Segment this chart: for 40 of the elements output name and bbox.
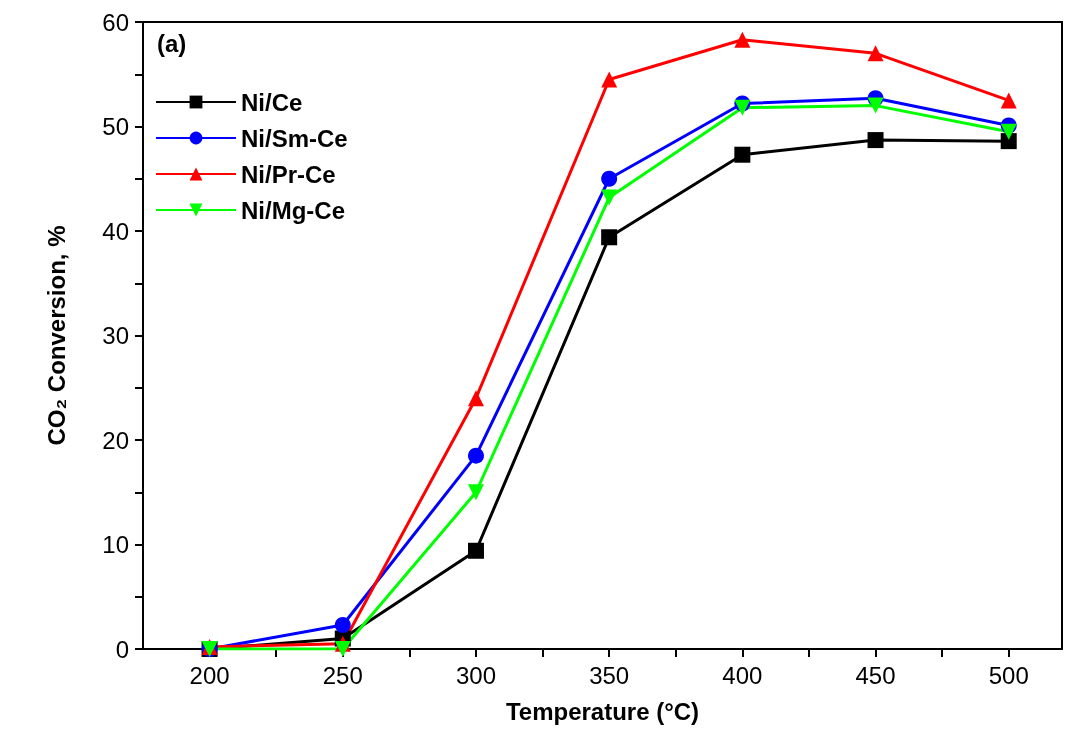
x-tick-label: 400 <box>722 661 763 689</box>
point <box>601 170 618 187</box>
x-tick-label: 200 <box>189 661 230 689</box>
x-tick-label: 350 <box>589 661 630 689</box>
y-tick-label: 40 <box>102 217 129 245</box>
point <box>601 229 618 246</box>
point <box>467 484 484 501</box>
point <box>867 97 884 114</box>
legend-label: Ni/Pr-Ce <box>241 160 336 188</box>
point <box>467 542 484 559</box>
y-tick-label: 60 <box>102 8 129 36</box>
point <box>1000 133 1017 150</box>
point <box>867 132 884 149</box>
chart-title: (a) <box>157 29 187 57</box>
point <box>467 447 484 464</box>
legend-label: Ni/Ce <box>241 88 303 116</box>
point <box>334 641 351 657</box>
y-tick-label: 50 <box>102 113 129 140</box>
point <box>734 146 751 163</box>
point <box>1000 92 1017 109</box>
x-tick-label: 450 <box>855 661 896 689</box>
x-tick-label: 300 <box>455 661 496 689</box>
point <box>601 189 618 206</box>
x-tick-label: 500 <box>988 661 1029 689</box>
point <box>334 616 351 633</box>
point <box>467 390 484 407</box>
point <box>734 99 751 116</box>
y-tick-label: 30 <box>102 322 129 349</box>
point <box>601 71 618 88</box>
legend-label: Ni/Sm-Ce <box>241 124 348 152</box>
point <box>734 31 751 48</box>
legend-label: Ni/Mg-Ce <box>241 196 345 224</box>
y-axis-title: CO₂ Conversion, % <box>42 225 70 446</box>
y-tick-label: 10 <box>102 531 129 558</box>
point <box>867 45 884 62</box>
y-tick-label: 20 <box>102 426 129 454</box>
y-tick-label: 0 <box>115 635 129 663</box>
point <box>1000 123 1017 140</box>
x-tick-label: 250 <box>322 661 363 689</box>
x-axis-title: Temperature (°C) <box>505 697 700 725</box>
